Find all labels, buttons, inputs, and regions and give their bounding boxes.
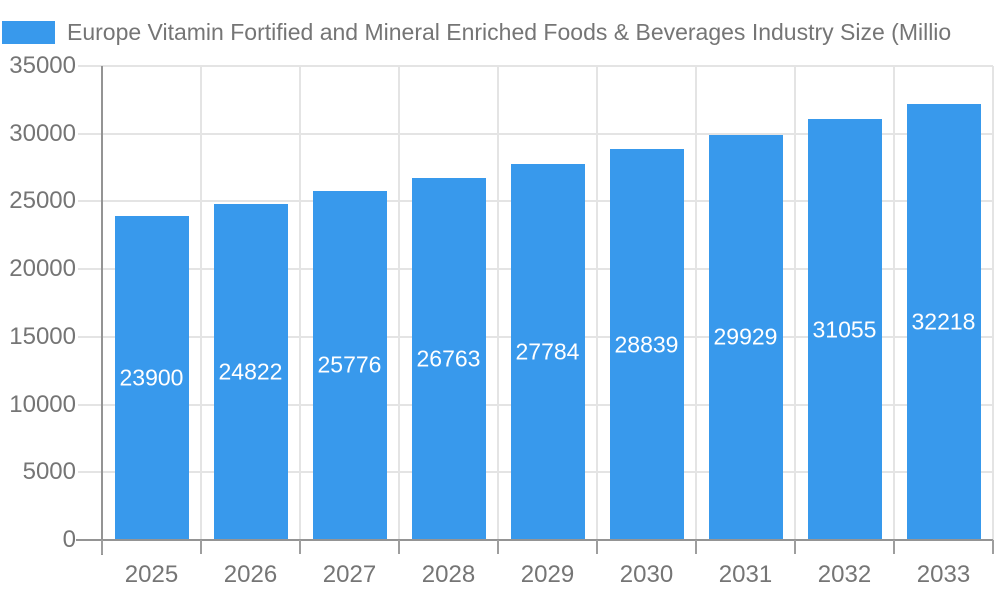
bar — [411, 177, 486, 540]
bar-value-label: 27784 — [515, 338, 580, 365]
v-gridline — [596, 66, 598, 540]
bar — [807, 119, 882, 540]
bar-value-label: 26763 — [416, 345, 481, 372]
v-gridline — [200, 66, 202, 540]
bar — [312, 190, 387, 540]
y-tick-label: 15000 — [9, 322, 76, 350]
bar-value-label: 31055 — [812, 316, 877, 343]
x-axis-tick — [398, 540, 400, 554]
x-axis-tick — [200, 540, 202, 554]
h-gridline — [78, 132, 993, 135]
x-tick-label: 2029 — [520, 561, 575, 588]
bar-value-label: 25776 — [317, 351, 382, 378]
v-gridline — [299, 66, 301, 540]
x-tick-label: 2028 — [421, 561, 476, 588]
x-tick-label: 2030 — [619, 561, 674, 588]
x-axis-tick — [497, 540, 499, 554]
bar-value-label: 29929 — [713, 323, 778, 350]
bar — [114, 216, 189, 540]
bar-value-label: 32218 — [911, 308, 976, 335]
x-axis-tick — [794, 540, 796, 554]
v-gridline — [398, 66, 400, 540]
x-tick-label: 2032 — [817, 561, 872, 588]
y-tick-label: 0 — [62, 526, 76, 553]
x-axis-tick — [893, 540, 895, 554]
x-tick-label: 2027 — [322, 561, 377, 588]
y-tick-label: 5000 — [22, 458, 76, 486]
y-tick-label: 10000 — [9, 390, 76, 418]
v-gridline — [794, 66, 796, 540]
bar-value-label: 28839 — [614, 331, 679, 358]
legend-swatch — [2, 20, 55, 44]
v-gridline — [695, 66, 697, 540]
h-gridline — [78, 65, 993, 67]
y-axis-line — [101, 66, 103, 555]
bar — [213, 203, 288, 540]
y-tick-label: 25000 — [9, 187, 76, 215]
x-tick-label: 2025 — [124, 561, 179, 588]
bar — [906, 103, 981, 540]
bar-value-label: 24822 — [218, 358, 283, 385]
x-axis-tick — [992, 540, 994, 554]
y-tick-label: 35000 — [9, 52, 76, 79]
x-tick-label: 2031 — [718, 561, 773, 588]
bar — [510, 163, 585, 540]
x-axis-tick — [299, 540, 301, 554]
v-gridline — [992, 66, 994, 540]
y-tick-label: 20000 — [9, 255, 76, 283]
x-tick-label: 2033 — [916, 561, 971, 588]
v-gridline — [497, 66, 499, 540]
x-axis-tick — [695, 540, 697, 554]
bar — [609, 149, 684, 540]
x-axis-tick — [101, 540, 103, 554]
bar — [708, 134, 783, 540]
x-axis-line — [76, 539, 993, 541]
y-tick-label: 30000 — [9, 119, 76, 147]
v-gridline — [893, 66, 895, 540]
x-tick-label: 2026 — [223, 561, 278, 588]
x-axis-tick — [596, 540, 598, 554]
bar-value-label: 23900 — [119, 364, 184, 391]
chart-title: Europe Vitamin Fortified and Mineral Enr… — [67, 19, 952, 45]
chart-legend: Europe Vitamin Fortified and Mineral Enr… — [2, 19, 998, 45]
